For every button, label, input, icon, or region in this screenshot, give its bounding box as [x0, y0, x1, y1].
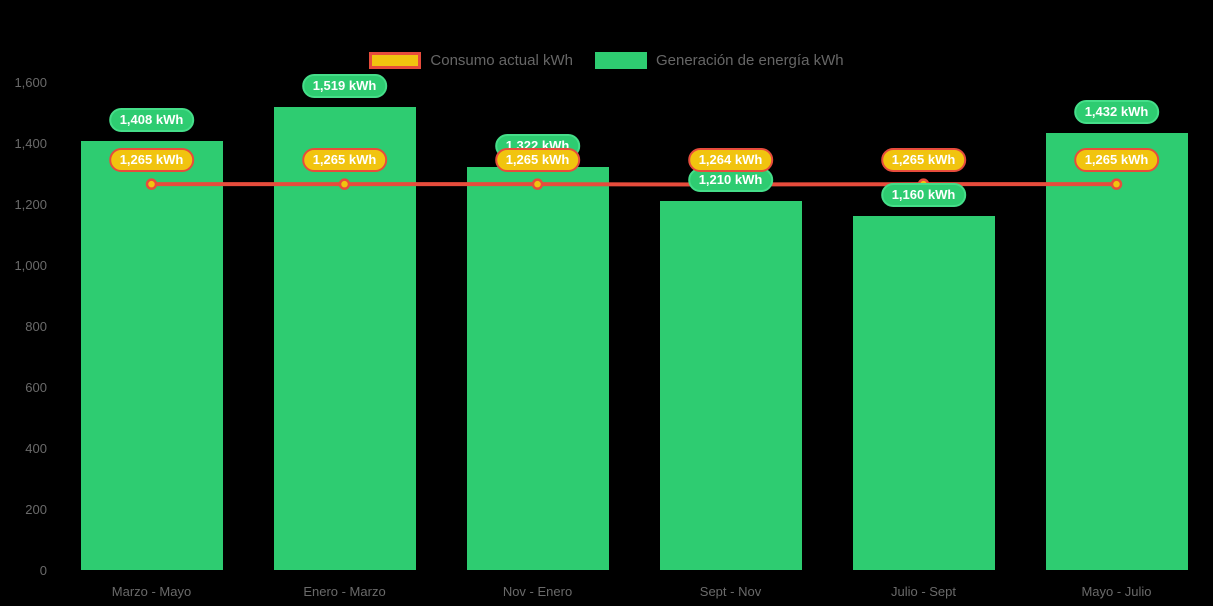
legend-label-consumo: Consumo actual kWh — [430, 52, 573, 69]
y-tick-label: 800 — [25, 319, 47, 334]
line-value-label: 1,264 kWh — [687, 148, 774, 173]
bar-value-label: 1,160 kWh — [880, 183, 967, 208]
legend-swatch-generacion-icon — [594, 52, 647, 69]
line-point[interactable] — [1110, 178, 1123, 190]
legend-label-generacion: Generación de energía kWh — [655, 52, 844, 69]
legend-item-consumo-actual[interactable]: Consumo actual kWh — [369, 52, 573, 69]
bar-value-label: 1,432 kWh — [1073, 100, 1160, 125]
y-tick-label: 1,600 — [14, 75, 47, 90]
x-tick-label: Julio - Sept — [890, 584, 957, 599]
y-tick-label: 600 — [25, 380, 47, 395]
line-value-label: 1,265 kWh — [1073, 148, 1160, 173]
x-tick-label: Sept - Nov — [699, 584, 762, 599]
x-tick-label: Mayo - Julio — [1081, 584, 1152, 599]
x-tick-label: Marzo - Mayo — [111, 584, 192, 599]
legend-swatch-consumo-icon — [369, 52, 422, 69]
line-point[interactable] — [145, 178, 158, 190]
y-tick-label: 1,000 — [14, 258, 47, 273]
line-value-label: 1,265 kWh — [108, 148, 195, 173]
bar-generacion[interactable] — [659, 200, 802, 570]
bar-generacion[interactable] — [1045, 133, 1188, 570]
bar-generacion[interactable] — [80, 140, 223, 570]
bar-value-label: 1,519 kWh — [301, 73, 388, 98]
line-value-label: 1,265 kWh — [880, 148, 967, 173]
bar-generacion[interactable] — [466, 166, 609, 570]
legend-item-generacion-energia[interactable]: Generación de energía kWh — [594, 52, 844, 69]
y-tick-label: 200 — [25, 502, 47, 517]
y-tick-label: 400 — [25, 441, 47, 456]
x-tick-label: Nov - Enero — [502, 584, 573, 599]
bar-generacion[interactable] — [852, 216, 995, 570]
line-point[interactable] — [338, 178, 351, 190]
x-tick-label: Enero - Marzo — [303, 584, 386, 599]
bar-generacion[interactable] — [273, 106, 416, 570]
line-point[interactable] — [531, 178, 544, 190]
y-tick-label: 0 — [39, 563, 47, 578]
bar-value-label: 1,408 kWh — [108, 107, 195, 132]
line-value-label: 1,265 kWh — [301, 148, 388, 173]
line-value-label: 1,265 kWh — [494, 148, 581, 173]
y-tick-label: 1,200 — [14, 197, 47, 212]
chart-legend: Consumo actual kWh Generación de energía… — [0, 52, 1213, 69]
y-tick-label: 1,400 — [14, 136, 47, 151]
